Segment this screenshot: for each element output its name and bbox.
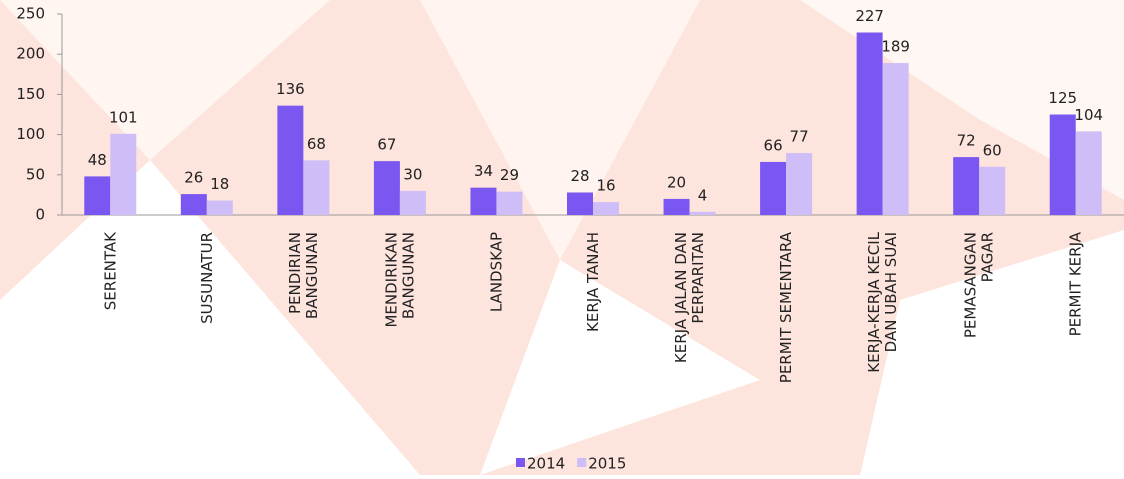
bar bbox=[373, 161, 400, 215]
bar bbox=[1049, 114, 1076, 215]
bar bbox=[786, 153, 813, 215]
data-label: 48 bbox=[88, 151, 107, 169]
bar bbox=[180, 194, 207, 215]
data-label: 101 bbox=[109, 108, 138, 126]
bar bbox=[567, 192, 593, 215]
data-label: 72 bbox=[957, 132, 976, 150]
x-tick-label: LANDSKAP bbox=[487, 232, 505, 312]
bar bbox=[206, 200, 233, 215]
data-label: 189 bbox=[881, 38, 910, 56]
background-shape bbox=[480, 260, 760, 475]
bar bbox=[979, 166, 1006, 215]
bar bbox=[953, 157, 980, 215]
data-label: 20 bbox=[667, 173, 686, 191]
data-label: 18 bbox=[210, 175, 229, 193]
y-tick-label: 100 bbox=[16, 125, 45, 143]
data-label: 104 bbox=[1074, 106, 1103, 124]
data-label: 26 bbox=[184, 169, 203, 187]
y-tick-label: 200 bbox=[16, 45, 45, 63]
bar bbox=[399, 190, 426, 215]
y-tick-label: 150 bbox=[16, 85, 45, 103]
data-label: 66 bbox=[764, 136, 783, 154]
bar bbox=[593, 202, 619, 215]
bar bbox=[760, 161, 787, 215]
x-tick-label: PERMIT KERJA bbox=[1066, 231, 1084, 336]
data-label: 30 bbox=[403, 165, 422, 183]
data-label: 4 bbox=[698, 186, 708, 204]
bar bbox=[856, 32, 883, 215]
bar bbox=[277, 105, 304, 215]
bar bbox=[1075, 131, 1102, 215]
background-shape bbox=[420, 0, 700, 260]
data-label: 125 bbox=[1048, 89, 1077, 107]
y-tick-label: 50 bbox=[26, 165, 45, 183]
y-tick-label: 250 bbox=[16, 5, 45, 23]
legend-label: 2014 bbox=[527, 455, 565, 473]
data-label: 227 bbox=[855, 7, 884, 25]
data-label: 16 bbox=[596, 177, 615, 195]
x-tick-label: KERJA-KERJA KECILDAN UBAH SUAI bbox=[865, 231, 900, 372]
bar bbox=[110, 133, 137, 215]
data-label: 67 bbox=[377, 136, 396, 154]
data-label: 28 bbox=[570, 167, 589, 185]
x-tick-label: MENDIRIKANBANGUNAN bbox=[382, 232, 417, 328]
bar bbox=[496, 191, 523, 215]
x-tick-label: SERENTAK bbox=[101, 231, 119, 310]
y-tick-label: 0 bbox=[35, 206, 45, 224]
bar bbox=[303, 160, 330, 215]
bar bbox=[84, 176, 111, 215]
bar bbox=[882, 63, 909, 215]
background-shape bbox=[0, 0, 330, 160]
data-label: 68 bbox=[307, 135, 326, 153]
background-shape bbox=[0, 160, 420, 475]
data-label: 60 bbox=[983, 141, 1002, 159]
data-label: 77 bbox=[790, 128, 809, 146]
data-label: 34 bbox=[474, 162, 493, 180]
x-tick-label: PENDIRIANBANGUNAN bbox=[285, 232, 320, 319]
data-label: 29 bbox=[500, 166, 519, 184]
x-tick-label: SUSUNATUR bbox=[197, 232, 215, 324]
bar bbox=[689, 211, 716, 215]
data-label: 136 bbox=[276, 80, 305, 98]
x-tick-label: KERJA JALAN DANPERPARITAN bbox=[672, 232, 707, 363]
legend-label: 2015 bbox=[588, 455, 626, 473]
x-tick-label: KERJA TANAH bbox=[584, 232, 602, 332]
x-tick-label: PEMASANGANPAGAR bbox=[961, 232, 996, 338]
legend-swatch bbox=[577, 458, 587, 467]
legend-swatch bbox=[516, 458, 525, 467]
x-tick-label: PERMIT SEMENTARA bbox=[777, 231, 795, 383]
bar bbox=[470, 187, 497, 215]
background-shape bbox=[860, 230, 1124, 475]
bar bbox=[663, 198, 690, 215]
